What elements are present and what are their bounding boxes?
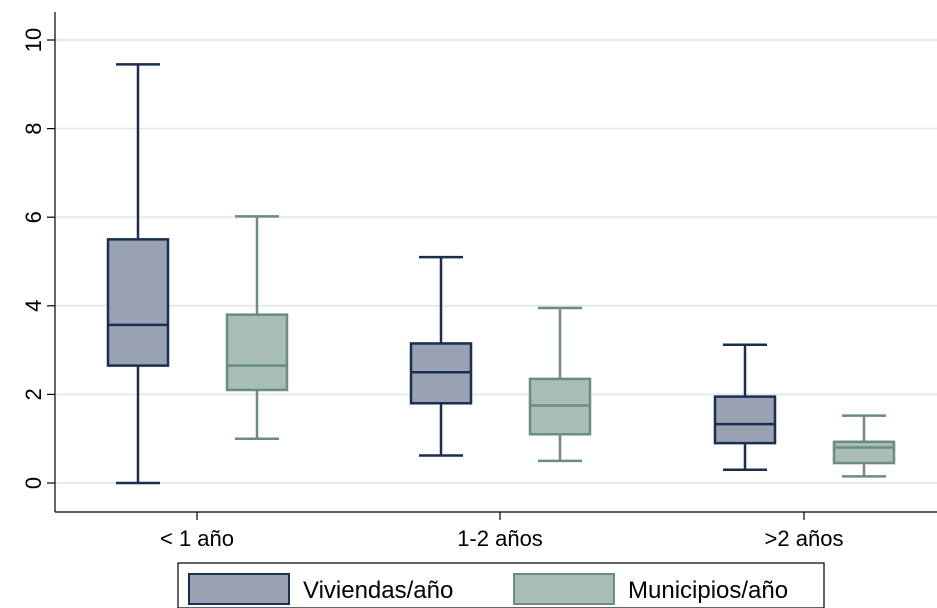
- y-tick-label: 0: [21, 477, 46, 489]
- legend: Viviendas/año Municipios/año: [177, 562, 825, 608]
- box-iqr: [832, 440, 896, 465]
- y-tick-label: 4: [21, 300, 46, 312]
- boxplot-municipios: [832, 414, 896, 478]
- x-tick-label: < 1 año: [160, 526, 234, 551]
- legend-label-municipios: Municipios/año: [628, 577, 788, 604]
- y-tick-label: 2: [21, 388, 46, 400]
- x-ticks: < 1 año 1-2 años >2 años: [160, 512, 843, 551]
- boxplot-municipios: [225, 215, 289, 440]
- legend-swatch-viviendas: [188, 573, 290, 605]
- boxplot-municipios: [528, 306, 592, 463]
- box-iqr: [225, 313, 289, 392]
- boxplot-viviendas: [106, 63, 170, 485]
- gridlines: [56, 39, 937, 484]
- legend-swatch-municipios: [513, 573, 615, 605]
- y-tick-label: 10: [21, 28, 46, 52]
- box-iqr: [106, 238, 170, 367]
- y-tick-label: 6: [21, 211, 46, 223]
- boxplots: [106, 63, 896, 485]
- box-iqr: [713, 395, 777, 445]
- boxplot-viviendas: [409, 255, 473, 457]
- legend-label-viviendas: Viviendas/año: [303, 577, 453, 604]
- x-tick-label: 1-2 años: [457, 526, 543, 551]
- boxplot-viviendas: [713, 343, 777, 471]
- y-ticks: 0 2 4 6 8 10: [21, 28, 55, 489]
- x-tick-label: >2 años: [765, 526, 844, 551]
- y-tick-label: 8: [21, 122, 46, 134]
- axes: [54, 12, 937, 513]
